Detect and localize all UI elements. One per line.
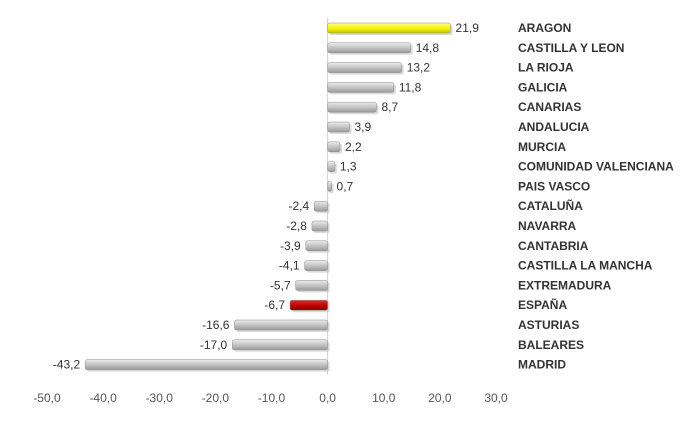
category-label: BALEARES	[518, 338, 584, 352]
bar-navarra	[311, 220, 328, 232]
bar-murcia	[327, 141, 341, 153]
category-label: ANDALUCIA	[518, 120, 590, 134]
category-label: PAIS VASCO	[518, 179, 590, 193]
value-label: 0,7	[337, 179, 354, 193]
x-tick-label: -50,0	[33, 391, 61, 405]
value-label: -2,8	[286, 219, 307, 233]
value-label: 21,9	[456, 21, 480, 35]
value-label: -2,4	[288, 199, 309, 213]
x-tick-label: -40,0	[89, 391, 117, 405]
value-label: 1,3	[340, 160, 357, 174]
category-label: ESPAÑA	[518, 297, 567, 312]
category-label: NAVARRA	[518, 219, 577, 233]
bar-cantabria	[305, 240, 328, 252]
value-label: 14,8	[416, 41, 440, 55]
category-label: EXTREMADURA	[518, 278, 612, 292]
value-label: -4,1	[279, 259, 300, 273]
bar-galicia	[327, 82, 395, 93]
category-label: CANTABRIA	[518, 239, 589, 253]
category-label: ASTURIAS	[518, 318, 579, 332]
value-label: -3,9	[280, 239, 301, 253]
bar-baleares	[231, 339, 328, 351]
category-label: MURCIA	[518, 140, 566, 154]
value-label: 11,8	[399, 80, 422, 94]
value-label: 8,7	[381, 100, 398, 114]
bar-pais-vasco	[327, 181, 332, 192]
category-label: CATALUÑA	[518, 198, 583, 213]
x-tick-label: 0,0	[319, 391, 336, 405]
value-label: 13,2	[407, 61, 431, 75]
x-tick-label: -20,0	[202, 391, 230, 405]
x-tick-label: 10,0	[372, 391, 396, 405]
category-label: COMUNIDAD VALENCIANA	[518, 160, 674, 174]
bar-castilla-la-mancha	[304, 260, 328, 271]
category-label: MADRID	[518, 358, 566, 372]
bar-andalucia	[327, 121, 350, 133]
bar-asturias	[234, 319, 328, 331]
bar-canarias	[327, 101, 377, 113]
bar-madrid	[84, 359, 328, 370]
category-label: ARAGON	[518, 21, 571, 35]
category-label: CASTILLA Y LEON	[518, 41, 624, 55]
bar-cataluña	[313, 200, 328, 212]
bar-castilla-y-leon	[327, 42, 411, 54]
bar-la-rioja	[327, 62, 402, 73]
value-label: -16,6	[202, 318, 230, 332]
value-label: -43,2	[53, 358, 81, 372]
category-label: CANARIAS	[518, 100, 581, 114]
category-label: GALICIA	[518, 80, 568, 94]
category-label: LA RIOJA	[518, 61, 574, 75]
bar-aragon	[327, 22, 451, 34]
value-label: -17,0	[200, 338, 228, 352]
bar-extremadura	[295, 280, 328, 291]
category-label: CASTILLA LA MANCHA	[518, 259, 653, 273]
x-tick-label: -30,0	[146, 391, 174, 405]
value-label: -5,7	[270, 278, 291, 292]
bar-españa	[289, 299, 328, 311]
x-tick-label: 30,0	[484, 391, 508, 405]
value-label: 2,2	[345, 140, 362, 154]
x-tick-label: 20,0	[428, 391, 452, 405]
value-label: 3,9	[355, 120, 372, 134]
bar-comunidad-valenciana	[327, 161, 336, 172]
x-tick-label: -10,0	[258, 391, 286, 405]
value-label: -6,7	[264, 298, 285, 312]
